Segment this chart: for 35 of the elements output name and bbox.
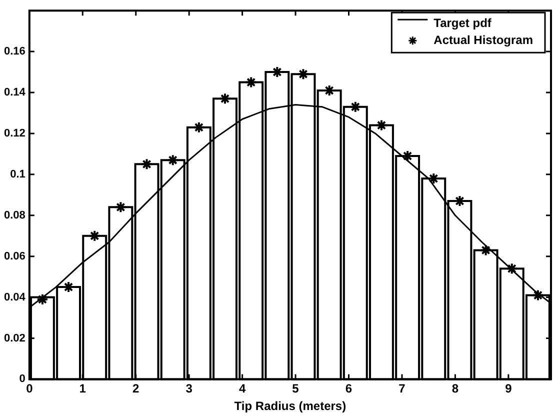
point [480,244,492,256]
y-tick-label: 0.06 [4,250,26,262]
point [297,68,310,80]
point [375,119,388,132]
x-tick-label: 3 [186,382,193,396]
y-tick-label: 0.12 [4,128,26,140]
point [506,262,518,275]
x-tick-label: 8 [452,382,459,396]
x-tick-label: 9 [505,382,512,396]
legend-label: Actual Histogram [434,32,534,47]
x-axis-title: Tip Radius (meters) [234,399,346,414]
y-tick-label: 0.02 [4,332,26,344]
x-tick-label: 1 [79,382,86,396]
point [36,293,48,306]
y-tick-label: 0 [19,373,26,386]
legend-label: Target pdf [434,16,492,30]
y-tick-label: 0.16 [4,46,26,58]
point [245,76,258,88]
point [219,92,232,105]
point [532,289,544,302]
point [140,158,153,170]
y-tick-label: 0.04 [4,291,26,304]
x-tick-label: 5 [292,382,300,396]
y-tick-label: 0.14 [4,86,26,99]
y-tick-label: 0.08 [4,209,26,222]
y-tick-label: 0.1 [10,168,26,180]
x-tick-label: 2 [132,382,140,396]
point [192,121,205,134]
point [349,100,362,113]
point [88,230,101,242]
x-tick-label: 4 [238,382,246,396]
point [166,154,179,166]
point [114,201,127,214]
x-tick-label: 7 [398,382,406,396]
x-tick-label: 6 [345,382,352,396]
